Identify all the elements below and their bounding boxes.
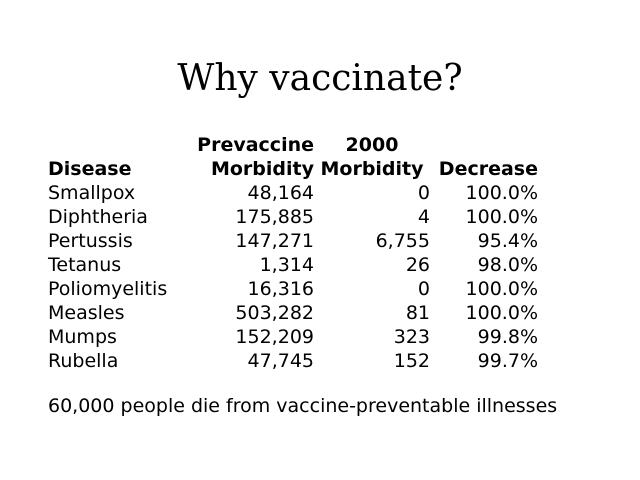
header-2000-line2: Morbidity: [320, 158, 424, 180]
prevaccine-cell: 1,314: [259, 254, 314, 276]
decrease-cell: 99.7%: [477, 350, 538, 372]
header-empty-cell: [48, 133, 192, 157]
prevaccine-cell: 16,316: [247, 278, 314, 300]
header-row-bottom: Disease Morbidity Morbidity Decrease: [48, 157, 538, 181]
slide-title: Why vaccinate?: [177, 58, 463, 99]
disease-cell: Mumps: [48, 326, 117, 348]
disease-cell: Rubella: [48, 350, 119, 372]
decrease-cell: 98.0%: [477, 254, 538, 276]
header-disease: Disease: [48, 158, 132, 180]
disease-cell: Poliomyelitis: [48, 278, 168, 300]
prevaccine-cell: 47,745: [247, 350, 314, 372]
decrease-cell: 100.0%: [465, 302, 538, 324]
header-prevaccine-line2: Morbidity: [210, 158, 314, 180]
decrease-cell: 99.8%: [477, 326, 538, 348]
table-row: Mumps 152,209 323 99.8%: [48, 325, 538, 349]
disease-cell: Pertussis: [48, 230, 133, 252]
decrease-cell: 100.0%: [465, 182, 538, 204]
prevaccine-cell: 147,271: [235, 230, 314, 252]
header-decrease: Decrease: [438, 158, 538, 180]
header-2000-line1: 2000: [345, 134, 399, 156]
prevaccine-cell: 503,282: [235, 302, 314, 324]
table-row: Poliomyelitis 16,316 0 100.0%: [48, 277, 538, 301]
decrease-cell: 95.4%: [477, 230, 538, 252]
table-row: Measles 503,282 81 100.0%: [48, 301, 538, 325]
disease-cell: Tetanus: [48, 254, 122, 276]
table-row: Tetanus 1,314 26 98.0%: [48, 253, 538, 277]
table-row: Pertussis 147,271 6,755 95.4%: [48, 229, 538, 253]
morbidity-2000-cell: 4: [417, 206, 430, 228]
decrease-cell: 100.0%: [465, 278, 538, 300]
disease-cell: Diphtheria: [48, 206, 148, 228]
table-row: Diphtheria 175,885 4 100.0%: [48, 205, 538, 229]
morbidity-2000-cell: 0: [417, 278, 430, 300]
header-row-top: Prevaccine 2000: [48, 133, 538, 157]
prevaccine-cell: 152,209: [235, 326, 314, 348]
decrease-cell: 100.0%: [465, 206, 538, 228]
morbidity-2000-cell: 152: [393, 350, 430, 372]
disease-cell: Measles: [48, 302, 125, 324]
header-prevaccine-line1: Prevaccine: [197, 134, 314, 156]
vaccine-morbidity-table: Prevaccine 2000 Disease Morbidity Morbid…: [48, 133, 538, 373]
table-row: Rubella 47,745 152 99.7%: [48, 349, 538, 373]
footnote-text: 60,000 people die from vaccine-preventab…: [48, 395, 558, 417]
morbidity-2000-cell: 26: [405, 254, 430, 276]
header-empty-cell: [430, 133, 538, 157]
morbidity-2000-cell: 81: [405, 302, 430, 324]
morbidity-2000-cell: 0: [417, 182, 430, 204]
morbidity-2000-cell: 6,755: [375, 230, 430, 252]
disease-cell: Smallpox: [48, 182, 136, 204]
prevaccine-cell: 175,885: [235, 206, 314, 228]
table-row: Smallpox 48,164 0 100.0%: [48, 181, 538, 205]
prevaccine-cell: 48,164: [247, 182, 314, 204]
morbidity-2000-cell: 323: [393, 326, 430, 348]
